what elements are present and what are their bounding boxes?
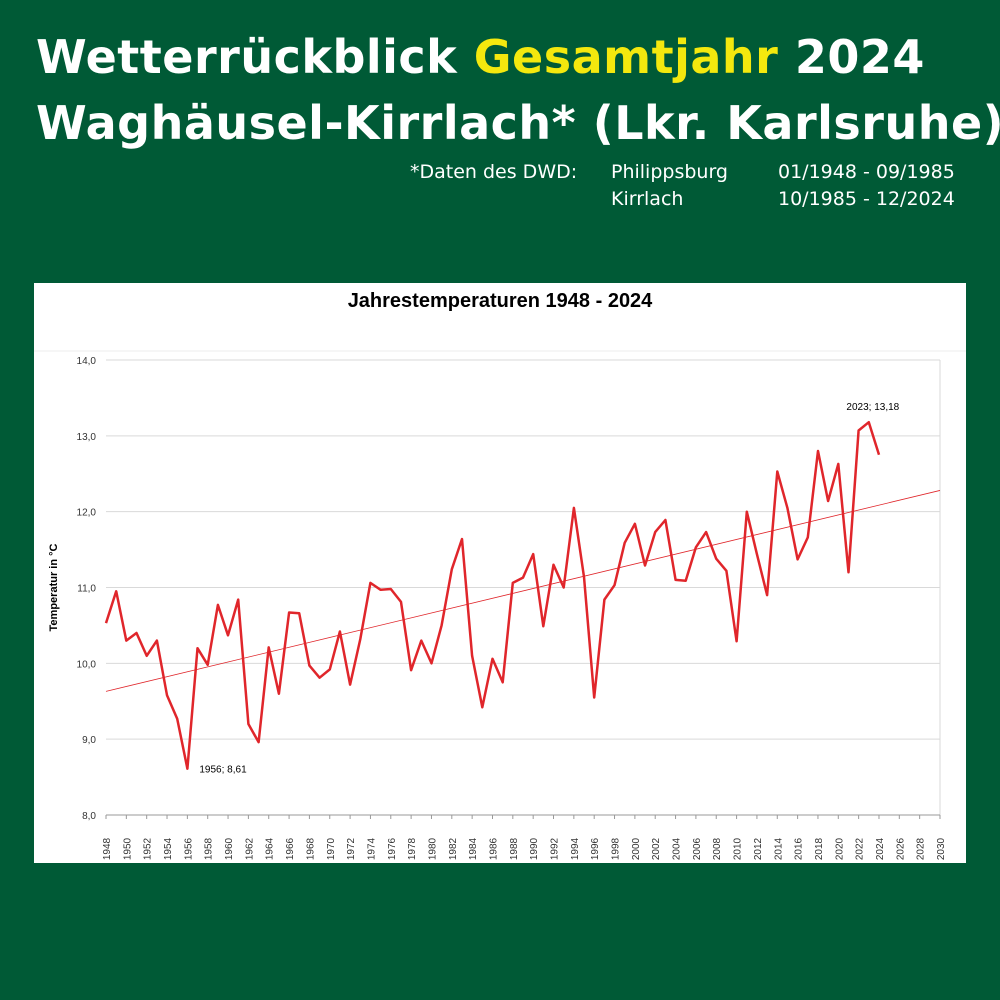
chart-title: Jahrestemperaturen 1948 - 2024 — [348, 290, 653, 312]
x-tick-label: 1992 — [550, 837, 561, 860]
y-tick-label: 8,0 — [82, 811, 96, 822]
x-tick-label: 1998 — [611, 837, 622, 860]
x-tick-label: 1996 — [590, 837, 601, 860]
x-tick-label: 2014 — [773, 837, 784, 860]
x-tick-label: 2000 — [631, 837, 642, 860]
x-tick-label: 1970 — [326, 837, 337, 860]
series-line — [104, 420, 881, 770]
chart-panel: Jahrestemperaturen 1948 - 2024 8,0 9,0 10,0… — [34, 283, 966, 863]
x-tick-label: 2018 — [814, 837, 825, 860]
x-tick-label: 1958 — [204, 837, 215, 860]
x-tick-label: 2002 — [651, 837, 662, 860]
x-tick-label: 2028 — [916, 837, 927, 860]
y-tick-label: 11,0 — [77, 584, 96, 595]
x-tick-label: 1990 — [529, 837, 540, 860]
x-tick-label: 2012 — [753, 837, 764, 860]
title-highlight: Gesamtjahr — [473, 30, 779, 84]
x-tick-label: 2010 — [733, 837, 744, 860]
x-tick-label: 1952 — [143, 837, 154, 860]
station-name-2: Kirrlach — [611, 188, 684, 210]
x-tick-label: 2004 — [672, 837, 683, 860]
x-tick-label: 1954 — [163, 837, 174, 860]
data-annotation: 2023; 13,18 — [846, 402, 899, 413]
station-period-1: 01/1948 - 09/1985 — [778, 161, 955, 183]
y-tick-label: 12,0 — [77, 508, 97, 519]
line-chart: Jahrestemperaturen 1948 - 2024 8,0 9,0 10,0… — [34, 290, 966, 860]
x-tick-label: 1974 — [366, 837, 377, 860]
x-tick-label: 2026 — [895, 837, 906, 860]
x-tick-label: 2022 — [855, 837, 866, 860]
y-tick-label: 10,0 — [77, 659, 97, 670]
page-title: Wetterrückblick Gesamtjahr 2024 — [36, 30, 925, 84]
x-tick-label: 1964 — [265, 837, 276, 860]
source-label: *Daten des DWD: — [410, 161, 578, 183]
x-tick-label: 2024 — [875, 837, 886, 860]
x-tick-label: 2030 — [936, 837, 947, 860]
x-tick-label: 1948 — [102, 837, 113, 860]
x-tick-label: 1978 — [407, 837, 418, 860]
station-period-2: 10/1985 - 12/2024 — [778, 188, 955, 210]
x-tick-label: 2020 — [834, 837, 845, 860]
x-tick-label: 1980 — [427, 837, 438, 860]
x-tick-label: 1966 — [285, 837, 296, 860]
y-tick-label: 14,0 — [77, 356, 97, 367]
data-annotation: 1956; 8,61 — [199, 765, 247, 776]
x-tick-label: 2006 — [692, 837, 703, 860]
y-tick-label: 9,0 — [82, 735, 96, 746]
x-tick-label: 1976 — [387, 837, 398, 860]
x-tick-label: 1960 — [224, 837, 235, 860]
x-tick-label: 1950 — [122, 837, 133, 860]
title-part1: Wetterrückblick — [36, 30, 474, 84]
x-tick-label: 1986 — [488, 837, 499, 860]
page-subtitle: Waghäusel-Kirrlach* (Lkr. Karlsruhe) — [36, 96, 1000, 150]
x-tick-label: 1956 — [183, 837, 194, 860]
x-tick-label: 2016 — [794, 837, 805, 860]
trend-line — [105, 490, 941, 692]
x-tick-label: 1988 — [509, 837, 520, 860]
y-axis-label: Temperatur in °C — [48, 543, 60, 631]
x-tick-label: 1982 — [448, 837, 459, 860]
x-tick-label: 1968 — [305, 837, 316, 860]
x-tick-label: 1962 — [244, 837, 255, 860]
title-part2: 2024 — [778, 30, 925, 84]
x-tick-label: 1984 — [468, 837, 479, 860]
x-tick-label: 2008 — [712, 837, 723, 860]
station-name-1: Philippsburg — [611, 161, 728, 183]
y-tick-label: 13,0 — [77, 432, 97, 443]
x-tick-label: 1994 — [570, 837, 581, 860]
x-tick-label: 1972 — [346, 837, 357, 860]
